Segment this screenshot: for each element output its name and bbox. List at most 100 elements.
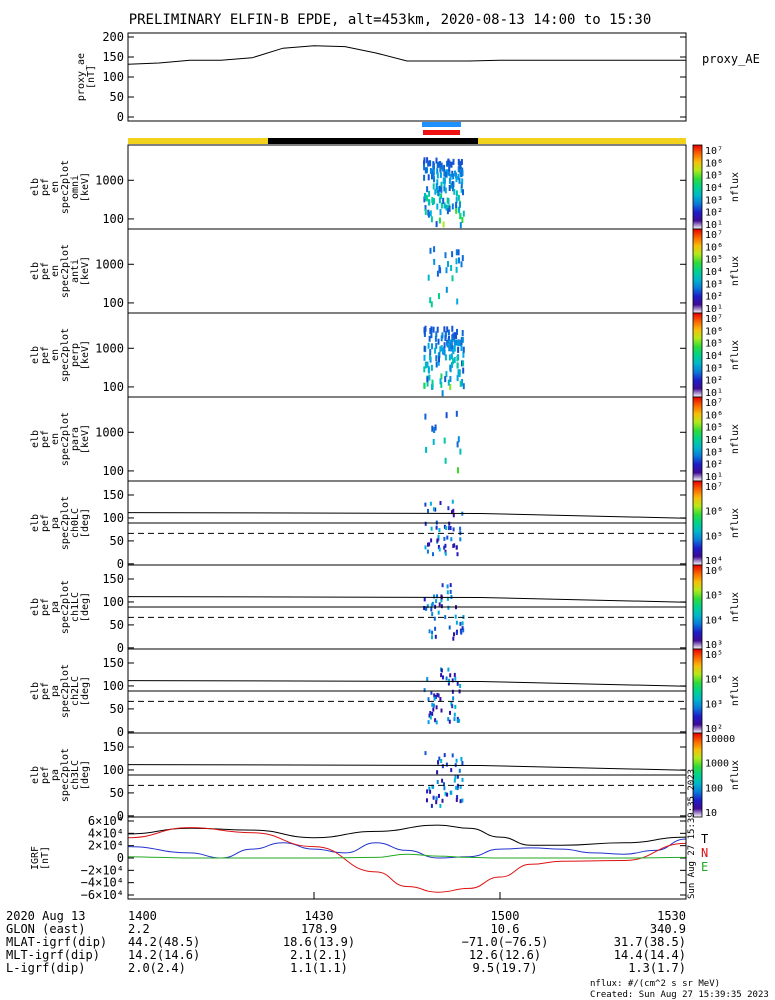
y-axis-label: spec2plot [60, 244, 71, 298]
spectrogram-cell [435, 599, 438, 604]
colorbar-tick-label: 10³ [705, 279, 723, 290]
spectrogram-cell [456, 681, 459, 686]
spectrogram-cell [451, 203, 454, 210]
colorbar-tick-label: 10⁶ [705, 326, 723, 337]
spectrogram-cell [446, 341, 449, 348]
y-tick-label: 1000 [95, 341, 124, 355]
panel-proxy_ae: proxy_ae [nT] 200 150 100 50 0 proxy_AE [76, 30, 760, 144]
spectrogram-cell [440, 181, 443, 188]
spectrogram-cell [460, 380, 463, 387]
y-axis-label: pa [50, 517, 61, 529]
spectrogram-cell [438, 356, 440, 363]
spectrogram-cell [455, 410, 458, 417]
colorbar-tick-label: 10⁵ [705, 591, 723, 602]
spectrogram-cell [424, 205, 427, 211]
y-axis-label: [keV] [80, 256, 91, 286]
loss-cone-line [127, 764, 687, 771]
y-axis-label: pef [40, 262, 51, 280]
y-axis-label: omni [70, 175, 81, 199]
panel-frame [127, 228, 687, 314]
spectrogram-cell [446, 326, 449, 333]
spectrogram-cell [429, 210, 432, 217]
spectrogram-cell [436, 594, 438, 599]
y-tick-label: 150 [102, 656, 124, 670]
y-tick-label: 150 [102, 488, 124, 502]
spectrogram-cell [448, 177, 451, 184]
y-tick-label: 150 [102, 50, 124, 64]
spectrogram-cell [445, 204, 448, 211]
spectrogram-cell [456, 552, 459, 557]
spectrogram-cell [439, 501, 442, 505]
colorbar-tick-label: 10⁴ [705, 615, 723, 626]
spectrogram-cell [440, 345, 443, 352]
legend-igrf: N [701, 846, 708, 860]
spectrogram-cell [452, 358, 455, 365]
spectrogram-cell [459, 684, 462, 688]
spectrogram-cell [456, 718, 459, 723]
y-axis-label: [deg] [80, 676, 91, 706]
spectrogram-cell [456, 774, 459, 779]
colorbar-tick-label: 10⁵ [705, 255, 723, 266]
spectrogram-cell [434, 694, 437, 699]
x-row-label: MLT-igrf(dip) [6, 948, 100, 962]
spectrogram-cell [456, 298, 459, 305]
y-axis-label: ch0LC [70, 508, 81, 538]
spectrogram-cell [432, 707, 435, 712]
spectrogram-cell [461, 798, 464, 803]
panel-frame [127, 144, 687, 230]
spectrogram-cell [457, 194, 460, 201]
colorbar [692, 480, 703, 566]
colorbar [692, 312, 703, 398]
spectrogram-cell [450, 339, 453, 346]
colorbar-tick-label: 10 [705, 808, 717, 819]
spectrogram-cell [431, 711, 434, 716]
spectrogram-cell [432, 326, 435, 333]
spectrogram-cell [446, 160, 449, 167]
x-row-value: −71.0(−76.5) [462, 935, 549, 949]
spectrogram-cell [438, 547, 441, 552]
spectrogram-cell [457, 369, 460, 376]
spectrogram-cell [426, 549, 429, 554]
spectrogram-cell [440, 186, 443, 193]
spectrogram-cell [440, 373, 443, 380]
spectrogram-cell [445, 762, 448, 767]
spectrogram-cell [455, 249, 458, 256]
spectrogram-cell [423, 366, 426, 373]
spectrogram-cell [440, 708, 443, 713]
colorbar-tick-label: 10⁴ [705, 675, 723, 686]
spectrogram-cell [423, 354, 426, 361]
spectrogram-cell [449, 376, 452, 382]
spectrogram-cell [441, 583, 444, 588]
spectrogram-cell [434, 335, 437, 342]
spectrogram-cell [435, 705, 438, 710]
spectrogram-cell [457, 340, 460, 347]
y-tick-label: 50 [110, 786, 124, 800]
spectrogram-cell [449, 526, 452, 530]
spectrogram-cell [423, 382, 426, 389]
y-tick-label: 4×10⁴ [88, 826, 124, 840]
spectrogram-cell [435, 221, 438, 228]
spectrogram-cell [457, 346, 460, 353]
spectrogram-cell [436, 538, 439, 543]
spectrogram-cell [455, 631, 458, 635]
spectrogram-cell [453, 632, 455, 637]
colorbar-tick-label: 10⁵ [705, 423, 723, 434]
y-axis-label: IGRF [30, 846, 41, 870]
spectrogram-cell [423, 160, 425, 167]
y-axis-label: spec2plot [60, 580, 71, 634]
spectrogram-cell [450, 701, 453, 706]
y-tick-label: 6×10⁴ [88, 814, 124, 828]
spectrogram-cell [449, 364, 452, 371]
spectrogram-cell [423, 174, 426, 181]
spectrogram-cell [462, 346, 465, 353]
spectrogram-cell [460, 159, 463, 165]
spectrogram-cell [424, 362, 427, 369]
y-axis-label: pef [40, 514, 51, 532]
spectrogram-cell [440, 335, 443, 342]
colorbar-tick-label: 10⁵ [705, 339, 723, 350]
spectrogram-cell [454, 170, 457, 177]
panel-frame [127, 32, 687, 122]
y-axis-label: [keV] [80, 172, 91, 202]
spectrogram-cell [451, 251, 454, 258]
spectrogram-cell [433, 594, 436, 599]
